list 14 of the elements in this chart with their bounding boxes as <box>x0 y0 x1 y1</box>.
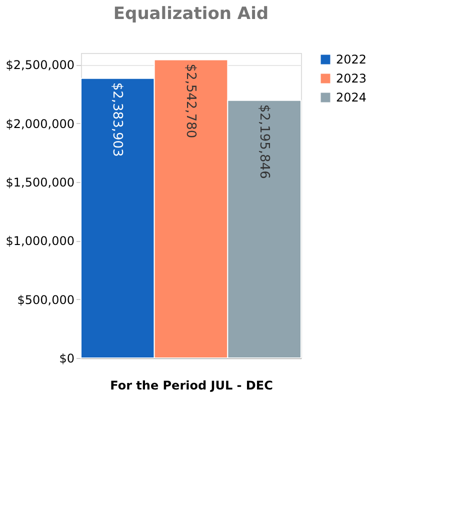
chart-title: Equalization Aid <box>113 4 269 24</box>
y-tick-label: $1,000,000 <box>6 234 74 248</box>
y-tick-label: $0 <box>59 352 74 366</box>
legend-label: 2023 <box>336 72 367 86</box>
data-label: $2,383,903 <box>110 82 125 157</box>
data-label: $2,195,846 <box>256 104 272 179</box>
legend-label: 2024 <box>336 90 367 104</box>
data-label: $2,542,780 <box>183 64 198 138</box>
y-tick-label: $1,500,000 <box>6 176 74 190</box>
y-tick-label: $500,000 <box>17 292 74 307</box>
legend-label: 2022 <box>336 52 367 66</box>
y-tick-label: $2,500,000 <box>6 58 74 72</box>
y-tick-label: $2,000,000 <box>6 116 74 131</box>
x-axis-title: For the Period JUL - DEC <box>110 378 274 392</box>
